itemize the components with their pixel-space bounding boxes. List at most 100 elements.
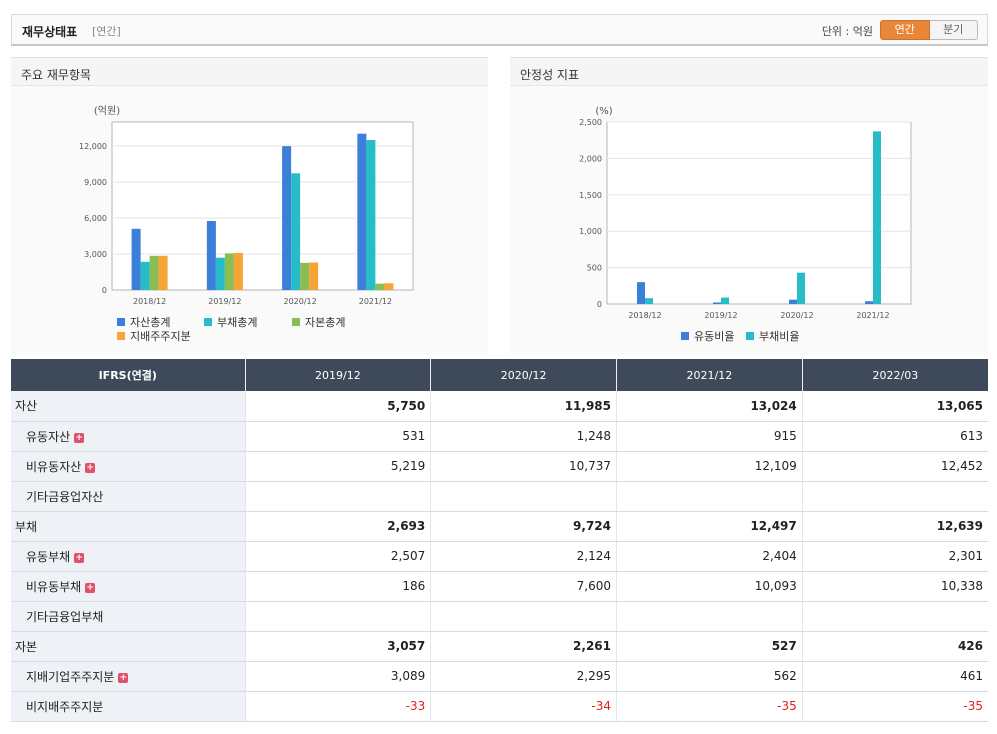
table-cell bbox=[616, 601, 803, 632]
table-header-2020-12: 2020/12 bbox=[430, 359, 617, 391]
expand-plus-icon[interactable]: + bbox=[74, 432, 85, 443]
table-cell bbox=[430, 601, 617, 632]
row-label-text: 유동부채 bbox=[26, 549, 71, 564]
table-cell: 1,248 bbox=[430, 421, 617, 452]
y-tick-label: 9,000 bbox=[84, 178, 107, 187]
legend-label: 유동비율 bbox=[694, 330, 734, 343]
bar-자산총계-2018/12 bbox=[131, 228, 141, 290]
annual-toggle-button[interactable]: 연간 bbox=[880, 20, 930, 40]
row-label: 부채 bbox=[11, 511, 246, 542]
y-tick-label: 3,000 bbox=[84, 250, 107, 259]
table-header-2022-03: 2022/03 bbox=[802, 359, 988, 391]
y-tick-label: 0 bbox=[597, 300, 602, 309]
table-cell: 5,219 bbox=[245, 451, 432, 482]
unit-label: 단위 : 억원 bbox=[821, 25, 873, 38]
y-unit-label: (억원) bbox=[94, 105, 120, 117]
legend-swatch bbox=[204, 318, 212, 326]
table-row: 비지배주주지분 -33 -34 -35 -35 bbox=[11, 691, 988, 722]
period-toggle: 연간 분기 bbox=[880, 20, 978, 40]
table-header-2021-12: 2021/12 bbox=[616, 359, 803, 391]
bar-자본총계-2019/12 bbox=[224, 253, 234, 290]
expand-plus-icon[interactable]: + bbox=[74, 552, 85, 563]
legend-label: 자본총계 bbox=[305, 316, 345, 329]
table-cell: -35 bbox=[616, 691, 803, 722]
row-label: 기타금융업자산 bbox=[11, 481, 246, 512]
bar-지배주주지분-2019/12 bbox=[233, 252, 243, 290]
table-cell: 12,109 bbox=[616, 451, 803, 482]
legend-swatch bbox=[117, 332, 125, 340]
stability-panel: 안정성 지표 0 500 1,000 1,500 2,000 2,500 (%) 2018/1… bbox=[510, 57, 988, 355]
quarter-toggle-button[interactable]: 분기 bbox=[929, 20, 978, 40]
table-cell: 10,338 bbox=[802, 571, 988, 602]
bar-유동비율-2019/12 bbox=[713, 302, 721, 304]
table-cell: 9,724 bbox=[430, 511, 617, 542]
table-cell bbox=[245, 601, 432, 632]
table-cell: 2,693 bbox=[245, 511, 432, 542]
table-cell: 2,295 bbox=[430, 661, 617, 692]
y-tick-label: 6,000 bbox=[84, 214, 107, 223]
table-cell: 2,261 bbox=[430, 631, 617, 662]
table-cell: 12,497 bbox=[616, 511, 803, 542]
table-cell: -35 bbox=[802, 691, 988, 722]
y-tick-label: 1,500 bbox=[579, 191, 602, 200]
bar-유동비율-2018/12 bbox=[637, 282, 645, 304]
stability-chart: 0 500 1,000 1,500 2,000 2,500(%) 2018/12 2019/1… bbox=[579, 106, 912, 343]
x-tick-label: 2018/12 bbox=[133, 297, 166, 306]
table-header-ifrs: IFRS(연결) bbox=[11, 359, 246, 391]
table-cell: 10,093 bbox=[616, 571, 803, 602]
row-label: 유동자산 + bbox=[11, 421, 246, 452]
row-label-text: 기타금융업부채 bbox=[26, 609, 104, 624]
table-cell: 7,600 bbox=[430, 571, 617, 602]
table-cell: 5,750 bbox=[245, 391, 432, 422]
row-label-text: 자산 bbox=[15, 399, 38, 414]
table-cell: 13,065 bbox=[802, 391, 988, 422]
bar-유동비율-2020/12 bbox=[789, 299, 797, 304]
x-tick-label: 2021/12 bbox=[359, 297, 392, 306]
bar-부채총계-2019/12 bbox=[215, 257, 225, 290]
legend-label: 지배주주지분 bbox=[130, 330, 191, 343]
table-cell: 2,404 bbox=[616, 541, 803, 572]
y-tick-label: 0 bbox=[102, 286, 107, 295]
table-row: 지배기업주주지분 +3,089 2,295 562 461 bbox=[11, 661, 988, 692]
stability-title: 안정성 지표 bbox=[510, 57, 988, 86]
bar-부채비율-2021/12 bbox=[873, 131, 881, 304]
table-cell: 3,089 bbox=[245, 661, 432, 692]
expand-plus-icon[interactable]: + bbox=[85, 462, 96, 473]
table-cell: 13,024 bbox=[616, 391, 803, 422]
bar-자산총계-2021/12 bbox=[357, 133, 367, 290]
x-tick-label: 2019/12 bbox=[704, 311, 737, 320]
row-label: 지배기업주주지분 + bbox=[11, 661, 246, 692]
table-cell: 915 bbox=[616, 421, 803, 452]
table-cell: 562 bbox=[616, 661, 803, 692]
table-cell: 186 bbox=[245, 571, 432, 602]
y-tick-label: 2,000 bbox=[579, 154, 602, 163]
table-cell: 12,452 bbox=[802, 451, 988, 482]
x-tick-label: 2019/12 bbox=[208, 297, 241, 306]
bar-부채비율-2020/12 bbox=[797, 272, 805, 304]
table-cell: 531 bbox=[245, 421, 432, 452]
legend-label: 부채총계 bbox=[217, 316, 257, 329]
row-label-text: 자본 bbox=[15, 639, 38, 654]
statement-period-label: [연간] bbox=[92, 25, 121, 38]
row-label-text: 비유동부채 bbox=[26, 579, 82, 594]
bar-부채비율-2018/12 bbox=[645, 298, 653, 304]
table-header-2019-12: 2019/12 bbox=[245, 359, 432, 391]
bar-지배주주지분-2021/12 bbox=[384, 283, 394, 290]
legend-label: 부채비율 bbox=[759, 330, 799, 343]
table-cell: 2,124 bbox=[430, 541, 617, 572]
table-row: 기타금융업자산 bbox=[11, 481, 988, 512]
bar-부채총계-2018/12 bbox=[140, 261, 150, 290]
expand-plus-icon[interactable]: + bbox=[118, 672, 129, 683]
row-label: 비유동자산 + bbox=[11, 451, 246, 482]
x-tick-label: 2020/12 bbox=[284, 297, 317, 306]
expand-plus-icon[interactable]: + bbox=[85, 582, 96, 593]
bar-자산총계-2019/12 bbox=[206, 221, 216, 290]
row-label: 자본 bbox=[11, 631, 246, 662]
statement-header-bar: 재무상태표 [연간] 단위 : 억원 연간 분기 bbox=[11, 14, 988, 46]
key-financials-title: 주요 재무항목 bbox=[11, 57, 488, 86]
bar-자본총계-2020/12 bbox=[300, 262, 310, 290]
bar-자본총계-2018/12 bbox=[149, 255, 159, 290]
bar-자산총계-2020/12 bbox=[282, 146, 292, 290]
row-label: 비유동부채 + bbox=[11, 571, 246, 602]
row-label-text: 부채 bbox=[15, 519, 38, 534]
